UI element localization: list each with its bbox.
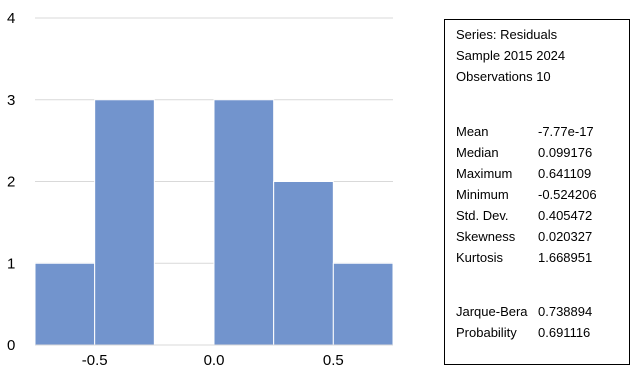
stat-row-jarque-bera: Jarque-Bera 0.738894 (456, 301, 628, 322)
histogram-bar (34, 262, 96, 346)
stat-name: Minimum (456, 187, 509, 202)
x-tick-label: -0.5 (82, 352, 108, 367)
y-tick-label: 4 (7, 10, 15, 27)
stat-value: 0.099176 (538, 145, 593, 160)
stat-row-kurtosis: Kurtosis 1.668951 (456, 247, 628, 268)
histogram-bar (94, 99, 155, 346)
stat-name: Kurtosis (456, 250, 503, 265)
stat-name: Probability (456, 325, 517, 340)
stat-value: 0.020327 (538, 229, 593, 244)
stat-name: Std. Dev. (456, 208, 509, 223)
stat-row-minimum: Minimum -0.524206 (456, 184, 628, 205)
stat-row-skewness: Skewness 0.020327 (456, 226, 628, 247)
stat-row-maximum: Maximum 0.641109 (456, 163, 628, 184)
stat-value: -0.524206 (538, 187, 597, 202)
stat-name: Skewness (456, 229, 516, 244)
x-tick-label: 0.0 (204, 352, 225, 367)
stat-row-mean: Mean -7.77e-17 (456, 121, 628, 142)
y-tick-label: 2 (7, 174, 15, 191)
stat-row-median: Median 0.099176 (456, 142, 628, 163)
histogram-bar (213, 99, 275, 346)
x-tick-label: 0.5 (323, 352, 344, 367)
stat-name: Jarque-Bera (456, 304, 528, 319)
stat-value: 0.691116 (538, 325, 591, 340)
stats-header: Series: Residuals Sample 2015 2024 Obser… (456, 24, 565, 87)
y-tick-label: 1 (7, 255, 15, 272)
residuals-histogram: 0 1 2 3 4 -0.5 0.0 0.5 (7, 10, 394, 367)
observations-label: Observations 10 (456, 69, 551, 84)
stat-value: 0.738894 (538, 304, 593, 319)
statistics-panel: Series: Residuals Sample 2015 2024 Obser… (444, 19, 630, 365)
stat-row-probability: Probability 0.691116 (456, 322, 628, 343)
stat-value: 0.641109 (538, 166, 592, 181)
series-label: Series: Residuals (456, 27, 558, 42)
stat-name: Maximum (456, 166, 513, 181)
sample-label: Sample 2015 2024 (456, 48, 566, 63)
stat-name: Median (456, 145, 499, 160)
y-tick-label: 0 (7, 337, 15, 354)
histogram-bar (273, 181, 334, 346)
y-tick-label: 3 (7, 92, 15, 109)
stat-value: 1.668951 (538, 250, 593, 265)
stat-value: -7.77e-17 (538, 124, 594, 139)
histogram-bar (332, 262, 394, 346)
stat-name: Mean (456, 124, 489, 139)
stat-row-std-dev: Std. Dev. 0.405472 (456, 205, 628, 226)
stat-value: 0.405472 (538, 208, 593, 223)
